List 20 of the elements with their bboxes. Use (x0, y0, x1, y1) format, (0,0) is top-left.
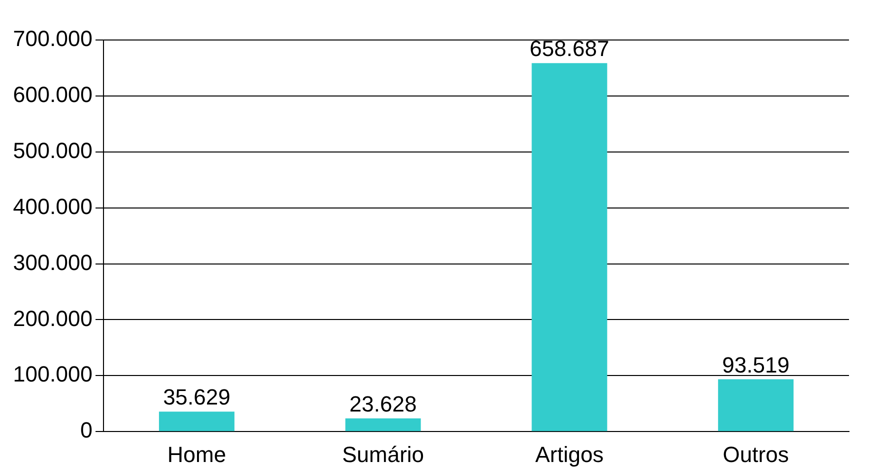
bar (718, 379, 794, 432)
y-tick-label: 600.000 (12, 82, 93, 108)
y-tick-label: 500.000 (12, 138, 93, 163)
y-tick-label: 300.000 (12, 250, 93, 275)
x-tick-label: Artigos (535, 442, 604, 467)
y-tick-label: 200.000 (12, 306, 93, 331)
y-tick-label: 700.000 (12, 26, 93, 52)
x-tick-label: Sumário (342, 442, 424, 467)
data-label: 93.519 (722, 352, 790, 378)
y-tick-label: 0 (80, 418, 93, 443)
y-tick-label: 400.000 (12, 194, 93, 219)
data-label: 35.629 (163, 384, 230, 410)
data-label: 658.687 (530, 36, 610, 62)
data-label: 23.628 (349, 391, 417, 416)
bar (345, 418, 421, 432)
y-tick-label: 100.000 (12, 362, 93, 387)
x-tick-label: Outros (722, 442, 789, 467)
bar (532, 63, 608, 432)
bar (158, 412, 234, 432)
x-tick-label: Home (167, 442, 226, 467)
